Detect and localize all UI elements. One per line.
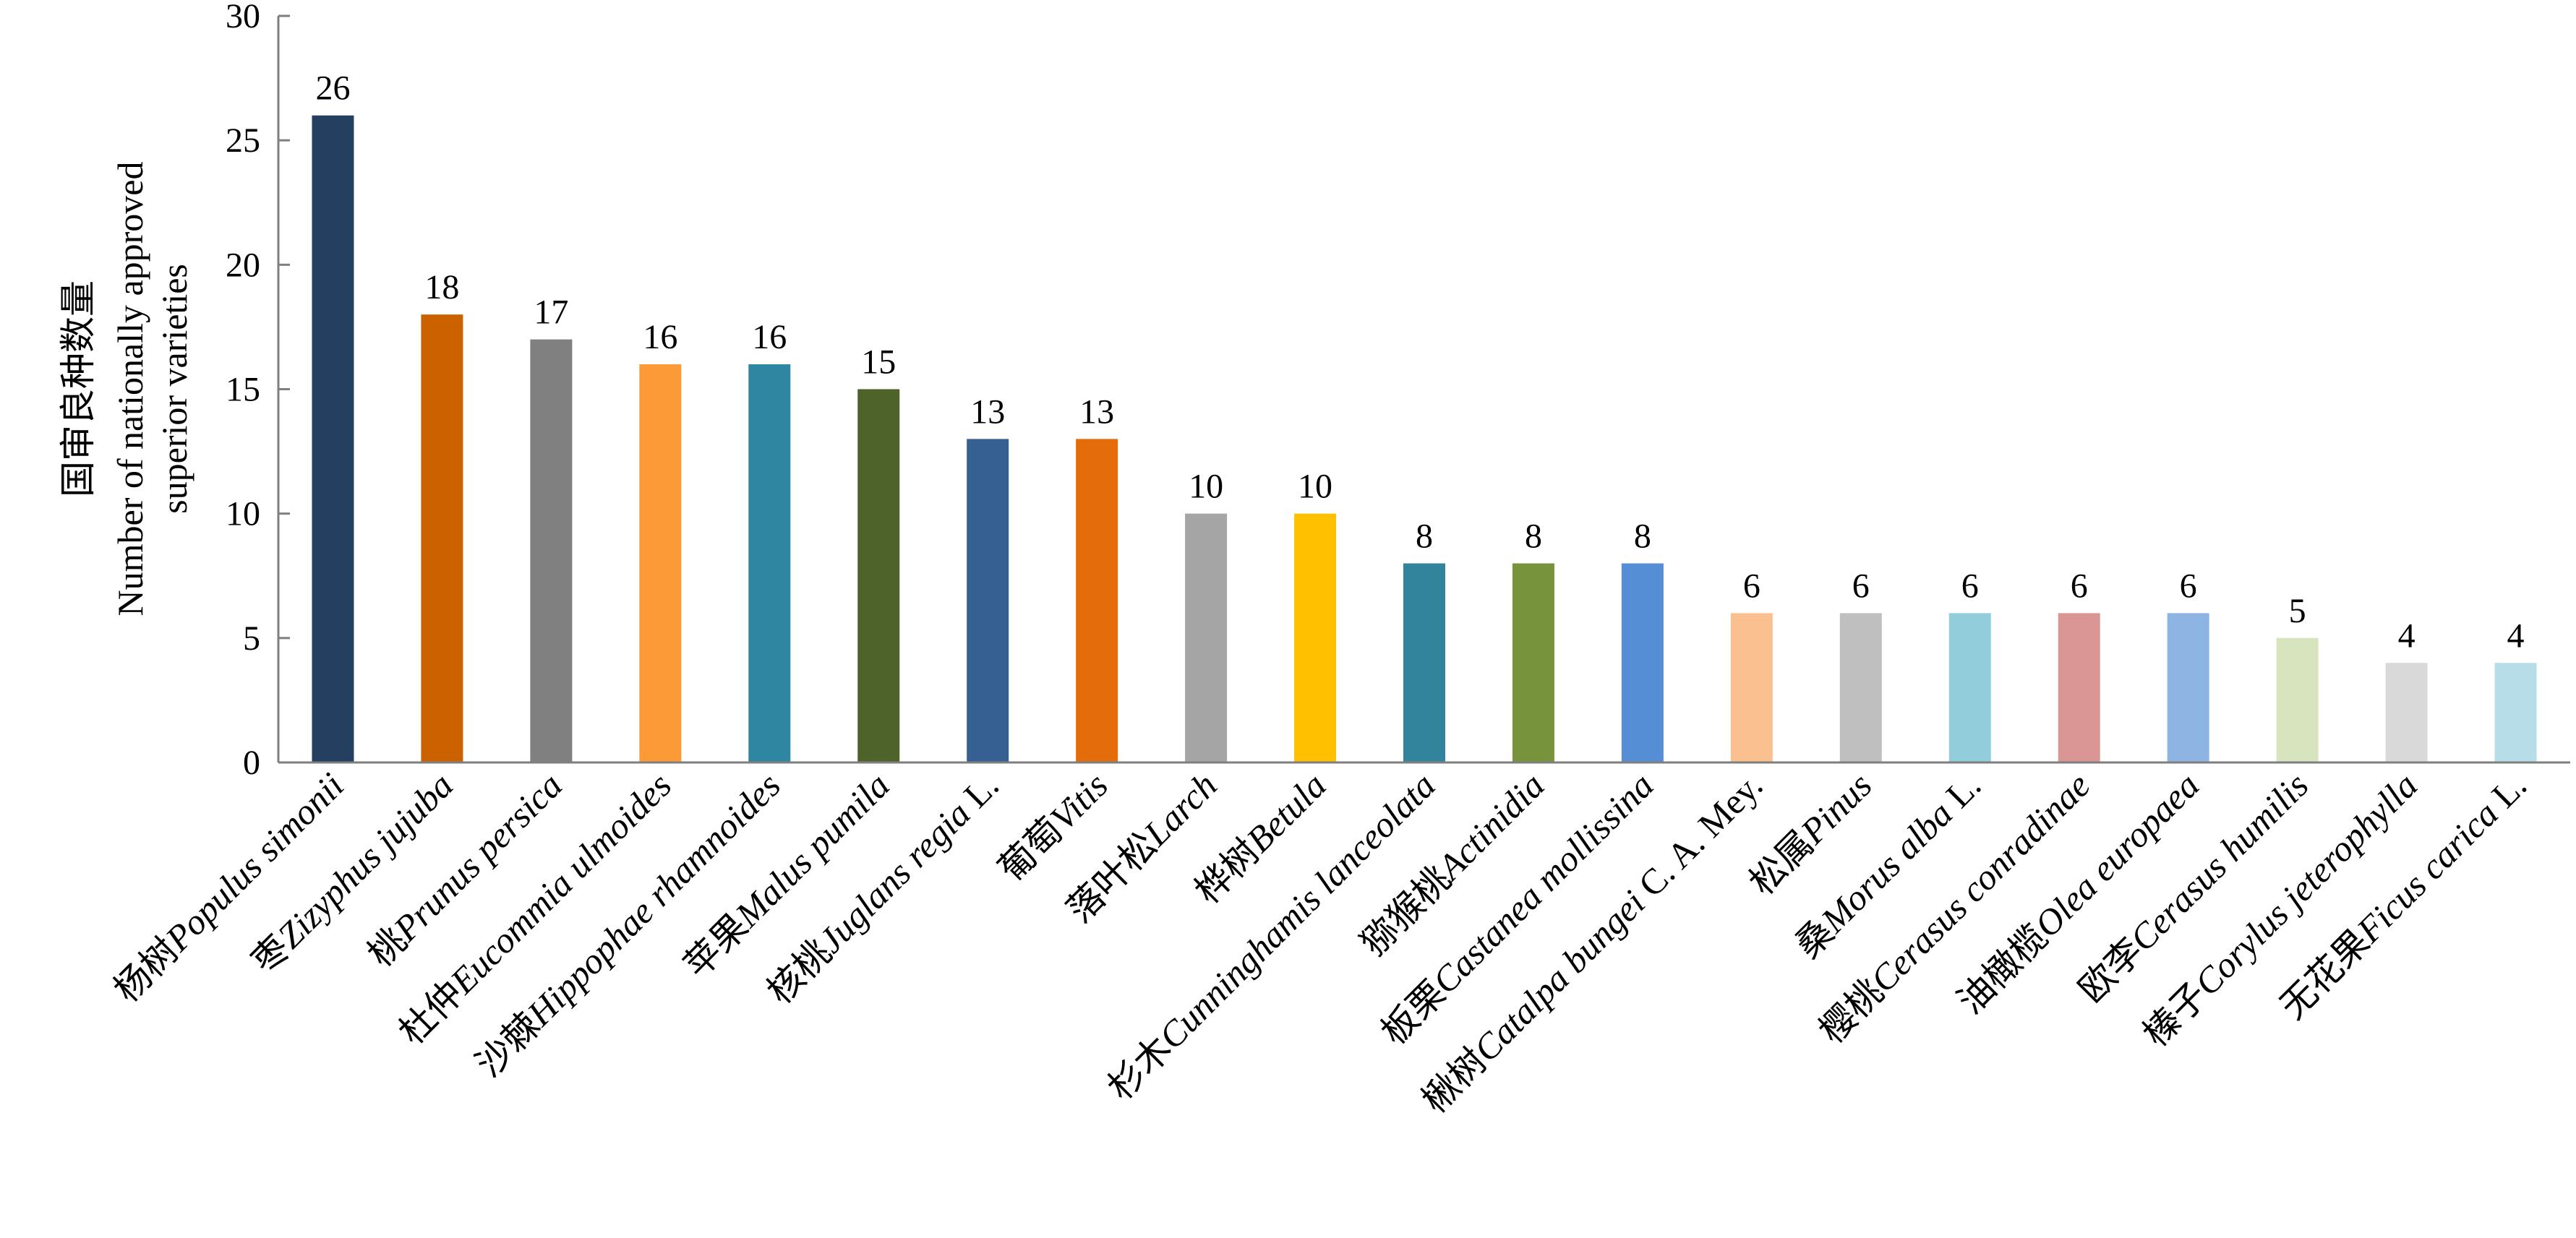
bar bbox=[1839, 613, 1882, 762]
x-tick-label: 苹果Malus pumila bbox=[676, 765, 897, 986]
data-label: 4 bbox=[2398, 616, 2415, 655]
bar bbox=[967, 439, 1009, 762]
y-axis-label-cn: 国审良种数量 bbox=[58, 280, 98, 497]
y-tick-label: 20 bbox=[226, 246, 260, 284]
x-tick-label: 猕猴桃Actinidia bbox=[1353, 765, 1552, 963]
bar bbox=[421, 314, 463, 762]
x-tick-label-cn: 无花果 bbox=[2272, 921, 2378, 1027]
bar bbox=[1948, 613, 1991, 762]
data-label: 8 bbox=[1525, 517, 1542, 556]
data-label: 26 bbox=[315, 69, 350, 108]
y-tick-label: 25 bbox=[226, 121, 260, 160]
bar bbox=[530, 339, 573, 763]
data-label: 8 bbox=[1416, 517, 1433, 556]
data-label: 8 bbox=[1634, 517, 1651, 556]
bar bbox=[748, 364, 791, 763]
bar bbox=[1621, 563, 1664, 762]
data-label: 10 bbox=[1189, 468, 1223, 506]
data-label: 13 bbox=[970, 392, 1005, 431]
bar bbox=[1294, 513, 1337, 762]
data-label: 6 bbox=[2180, 567, 2197, 605]
data-label: 16 bbox=[643, 318, 677, 356]
bar bbox=[1076, 439, 1118, 762]
bar bbox=[2058, 613, 2100, 762]
bar bbox=[639, 364, 682, 763]
bar bbox=[857, 389, 900, 762]
data-label: 10 bbox=[1298, 468, 1332, 506]
data-label: 6 bbox=[1852, 567, 1870, 605]
data-label: 6 bbox=[2071, 567, 2088, 605]
data-label: 15 bbox=[861, 343, 896, 382]
x-tick-label: 桑Morus alba L. bbox=[1787, 765, 1988, 966]
x-tick-label-latin: Betula bbox=[1238, 765, 1334, 860]
x-tick-label: 桃Prunus persica bbox=[360, 765, 570, 974]
data-label: 16 bbox=[752, 318, 787, 356]
y-tick-label: 10 bbox=[226, 495, 260, 533]
y-tick-label: 5 bbox=[243, 619, 260, 658]
y-axis-label-en-line2: superior varieties bbox=[154, 264, 194, 514]
x-tick-label-cn: 猕猴桃 bbox=[1353, 859, 1458, 964]
bar bbox=[1403, 563, 1445, 762]
data-label: 6 bbox=[1743, 567, 1760, 605]
y-axis-ticks: 0 5 10 15 20 25 30 bbox=[226, 0, 290, 782]
data-label: 6 bbox=[1961, 567, 1979, 605]
bar bbox=[2167, 613, 2209, 762]
data-label: 5 bbox=[2289, 592, 2306, 630]
data-label: 13 bbox=[1079, 392, 1114, 431]
y-axis-label: 国审良种数量 Number of nationally approved sup… bbox=[58, 162, 194, 616]
y-tick-label: 30 bbox=[226, 0, 260, 35]
x-tick-label: 枣Zizyphus jujuba bbox=[244, 765, 461, 981]
data-label: 4 bbox=[2507, 616, 2525, 655]
data-labels: 26 18 17 16 16 15 13 13 10 10 8 8 8 6 6 6 6 6 5 4 4 bbox=[315, 69, 2524, 655]
bar bbox=[2276, 637, 2319, 762]
y-axis-label-en-line1: Number of nationally approved bbox=[110, 162, 150, 616]
bar bbox=[1730, 613, 1773, 762]
x-tick-label-cn: 落叶松 bbox=[1059, 825, 1165, 930]
bar bbox=[2385, 663, 2428, 762]
bar bbox=[2494, 663, 2537, 762]
y-tick-label: 0 bbox=[243, 744, 260, 782]
data-label: 18 bbox=[424, 268, 459, 306]
bar bbox=[1512, 563, 1554, 762]
bars bbox=[312, 115, 2537, 763]
bar bbox=[312, 115, 354, 762]
x-tick-label-cn: 油橄榄 bbox=[1950, 916, 2055, 1022]
bar bbox=[1185, 513, 1228, 762]
data-label: 17 bbox=[534, 293, 568, 332]
y-tick-label: 15 bbox=[226, 371, 260, 409]
